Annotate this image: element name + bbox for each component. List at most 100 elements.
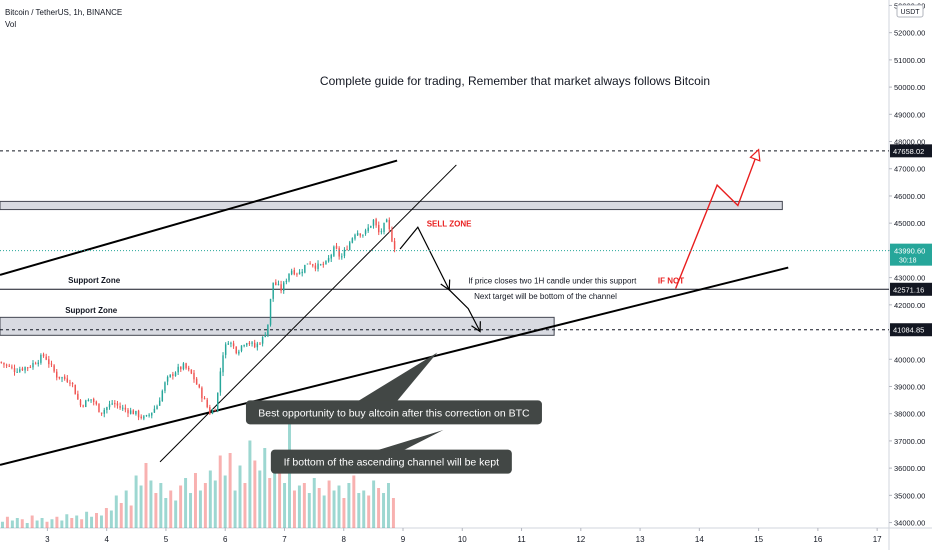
- candle-body: [354, 234, 356, 239]
- candle-body: [319, 264, 322, 266]
- price-labels-layer: 47658.02 42571.16 41084.85 43990.60 30:18: [0, 144, 932, 337]
- candle-body: [56, 371, 58, 378]
- volume-bar: [189, 493, 193, 528]
- candle-body: [148, 414, 150, 416]
- candle-body: [359, 233, 361, 236]
- candle-body: [61, 377, 63, 379]
- candle-body: [248, 342, 251, 345]
- y-tick-label: 52000.00: [894, 29, 925, 38]
- candle-body: [314, 265, 317, 269]
- candle-body: [119, 406, 121, 408]
- volume-bar: [99, 515, 103, 528]
- y-tick-label: 34000.00: [894, 519, 925, 528]
- volume-bar: [164, 498, 168, 528]
- candle-body: [122, 407, 124, 409]
- volume-bar: [80, 519, 84, 528]
- candle-body: [367, 227, 369, 231]
- projection-arrowhead: [471, 321, 481, 333]
- x-tick-label: 4: [104, 535, 109, 544]
- y-tick-label: 46000.00: [894, 192, 925, 201]
- candle-body: [293, 269, 296, 275]
- candle-body: [132, 410, 135, 415]
- volume-bar: [382, 493, 386, 528]
- callout-channel-bottom-pointer: [372, 430, 444, 452]
- volume-bar: [193, 473, 197, 528]
- candle-body: [209, 407, 211, 415]
- volume-bar: [149, 480, 153, 528]
- x-tick-label: 5: [164, 535, 169, 544]
- candle-body: [177, 366, 179, 373]
- y-tick-label: 48000.00: [894, 138, 925, 147]
- volume-bar: [332, 490, 336, 528]
- candle-body: [153, 408, 156, 413]
- time-axis[interactable]: 3 4 5 6 7 8 9 10 11 12 13 14 15 16 17: [45, 528, 882, 544]
- candle-body: [40, 354, 42, 363]
- volume-bar: [5, 516, 9, 528]
- level-price-tag-label: 42571.16: [893, 285, 924, 294]
- candle-body: [79, 400, 82, 406]
- y-tick-label: 38000.00: [894, 410, 925, 419]
- volume-bar: [174, 500, 178, 528]
- candle-body: [114, 403, 116, 405]
- candle-body: [364, 230, 367, 234]
- symbol-title: Bitcoin / TetherUS, 1h, BINANCE: [5, 8, 122, 17]
- candle-body: [85, 400, 87, 408]
- candle-body: [346, 249, 348, 251]
- volume-bar: [20, 519, 24, 528]
- currency-badge[interactable]: USDT: [896, 4, 924, 18]
- volume-bar: [159, 483, 163, 528]
- volume-bar: [55, 516, 59, 528]
- candle-body: [50, 363, 53, 365]
- volume-bar: [134, 475, 138, 528]
- volume-bar: [292, 490, 296, 528]
- volume-bar: [243, 483, 247, 528]
- candle-body: [185, 363, 187, 369]
- trendline: [0, 159, 398, 276]
- volume-bar: [362, 490, 366, 528]
- volume-bar: [70, 518, 74, 528]
- candle-body: [288, 273, 290, 281]
- candle-body: [388, 219, 391, 230]
- candle-body: [90, 399, 92, 401]
- trendline: [0, 266, 789, 466]
- candle-body: [16, 371, 18, 373]
- candle-body: [172, 374, 174, 376]
- y-tick-label: 47000.00: [894, 165, 925, 174]
- candle-body: [378, 224, 380, 233]
- candle-body: [230, 342, 232, 344]
- candle-body: [335, 245, 338, 249]
- volume-bar: [337, 485, 341, 528]
- candle-body: [351, 238, 354, 243]
- x-tick-label: 17: [873, 535, 882, 544]
- candle-body: [224, 344, 227, 355]
- candle-body: [280, 284, 282, 291]
- candle-body: [190, 369, 193, 374]
- level-price-tag: [890, 323, 932, 337]
- candle-body: [312, 264, 314, 266]
- candle-body: [343, 249, 346, 256]
- candle-body: [37, 362, 39, 365]
- candle-body: [0, 361, 3, 363]
- y-tick-label: 39000.00: [894, 382, 925, 391]
- volume-bar: [65, 514, 69, 528]
- volume-bar: [372, 480, 376, 528]
- callout-channel-bottom-box: [270, 449, 512, 474]
- candle-body: [298, 272, 301, 275]
- candle-body: [180, 366, 182, 370]
- y-tick-label: 40000.00: [894, 355, 925, 364]
- candle-body: [58, 376, 61, 379]
- zone-box: [0, 200, 783, 211]
- bullish-projection-arrow: [674, 149, 760, 289]
- volume-bar: [352, 475, 356, 528]
- candle-body: [11, 366, 13, 368]
- candle-body: [106, 407, 108, 411]
- candle-body: [277, 284, 280, 286]
- volume-bar: [223, 475, 227, 528]
- volume-bar: [377, 488, 381, 528]
- candle-body: [203, 398, 206, 400]
- candle-body: [182, 363, 185, 370]
- candle-body: [370, 225, 372, 228]
- candle-body: [211, 410, 214, 414]
